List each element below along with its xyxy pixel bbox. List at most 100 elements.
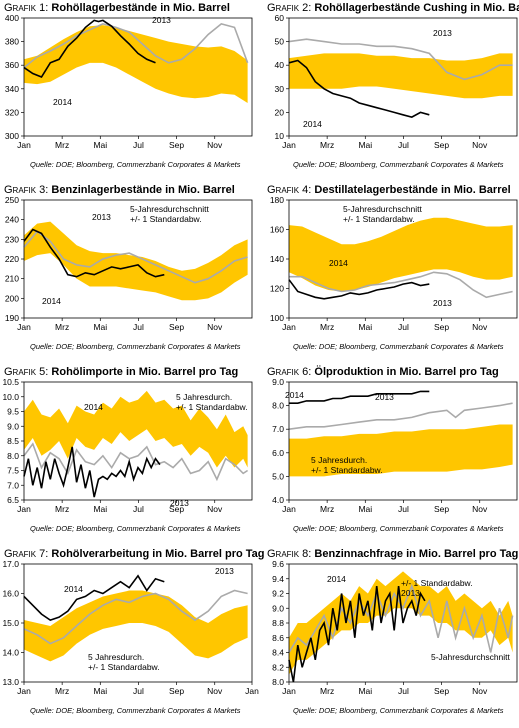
x-tick-label: Jan: [282, 686, 296, 696]
y-tick-label: 8.8: [272, 618, 284, 628]
y-tick-label: 380: [5, 37, 19, 47]
x-tick-label: Nov: [472, 140, 488, 150]
annotation-label: 2013: [92, 212, 111, 222]
chart-title: Grafik 7: Rohölverarbeitung in Mio. Barr…: [4, 548, 265, 560]
annotation-label: 2013: [433, 298, 452, 308]
x-tick-label: Sep: [169, 140, 184, 150]
y-tick-label: 8.5: [7, 436, 19, 446]
y-tick-label: 200: [5, 293, 19, 303]
chart-panel-3: Grafik 3: Benzinlagerbestände in Mio. Ba…: [0, 182, 256, 364]
x-tick-label: Nov: [207, 140, 223, 150]
annotation-label: 2013: [170, 498, 189, 508]
y-tick-label: 400: [5, 13, 19, 23]
plot-frame: [288, 17, 518, 137]
chart-title-text: Rohöllagerbestände Cushing in Mio. Barre…: [311, 2, 519, 14]
chart-title-text: Benzinlagerbestände in Mio. Barrel: [48, 184, 235, 196]
chart-title: Grafik 1: Rohöllagerbestände in Mio. Bar…: [4, 2, 230, 14]
x-tick-label: Jul: [133, 504, 144, 514]
x-tick-label: Jan: [17, 504, 31, 514]
y-tick-label: 9.4: [272, 574, 284, 584]
chart-title-text: Benzinnachfrage in Mio. Barrel pro Tag: [311, 548, 519, 560]
chart-panel-5: Grafik 5: Rohölimporte in Mio. Barrel pr…: [0, 364, 256, 546]
y-tick-label: 8.0: [272, 401, 284, 411]
x-tick-label: Nov: [472, 322, 488, 332]
series-line-2013: [288, 38, 513, 81]
x-tick-label: Sep: [434, 322, 449, 332]
annotation-label: 2014: [64, 584, 83, 594]
chart-panel-6: Grafik 6: Ölproduktion in Mio. Barrel pr…: [263, 364, 519, 546]
annotation-label: 2014: [53, 97, 72, 107]
y-tick-label: 5.0: [272, 471, 284, 481]
y-tick-label: 9.6: [272, 559, 284, 569]
annotation-label: 2014: [285, 390, 304, 400]
chart-title-text: Ölproduktion in Mio. Barrel pro Tag: [311, 366, 499, 378]
band-area: [289, 571, 513, 675]
band-area: [289, 217, 513, 292]
x-tick-label: Mai: [358, 140, 372, 150]
x-tick-label: Mai: [358, 322, 372, 332]
y-tick-label: 9.0: [272, 377, 284, 387]
x-tick-label: Jul: [398, 322, 409, 332]
chart-title: Grafik 6: Ölproduktion in Mio. Barrel pr…: [267, 366, 499, 378]
chart-svg: 13.0 14.0 15.0 16.0 17.0 Jan Mrz Mai Jul Sep Nov Ja…: [2, 559, 259, 696]
annotation-label: 2013: [152, 15, 171, 25]
y-tick-label: 8.0: [272, 677, 284, 687]
y-tick-label: 14.0: [2, 648, 19, 658]
chart-title-prefix: Grafik 3:: [4, 184, 49, 196]
x-tick-label: Jan: [17, 686, 31, 696]
x-tick-label: Mai: [358, 686, 372, 696]
chart-title-prefix: Grafik 7:: [4, 548, 49, 560]
y-tick-label: 250: [5, 195, 19, 205]
series-line-2014: [288, 59, 430, 118]
band-area: [24, 590, 248, 662]
y-tick-label: 16.0: [2, 589, 19, 599]
chart-title-text: Rohölimporte in Mio. Barrel pro Tag: [48, 366, 239, 378]
x-tick-label: Nov: [207, 322, 223, 332]
chart-title: Grafik 3: Benzinlagerbestände in Mio. Ba…: [4, 184, 235, 196]
y-tick-label: 6.0: [272, 448, 284, 458]
x-tick-label: Mrz: [320, 504, 334, 514]
y-tick-label: 8.2: [272, 662, 284, 672]
x-tick-label: Mrz: [55, 322, 69, 332]
chart-title-prefix: Grafik 1:: [4, 2, 49, 14]
chart-svg: 6.5 7.0 7.5 8.0 8.5 9.0 9.5 10.0 10.5 Jan Mrz Mai Ju…: [2, 377, 253, 514]
series-line-2014: [23, 574, 165, 621]
y-tick-label: 9.0: [272, 603, 284, 613]
chart-title-prefix: Grafik 2:: [267, 2, 312, 14]
y-tick-label: 360: [5, 60, 19, 70]
series-line-2013: [23, 442, 249, 482]
chart-panel-4: Grafik 4: Destillatelagerbestände in Mio…: [263, 182, 519, 364]
x-tick-label: Nov: [472, 686, 488, 696]
series-line-2014: [23, 446, 161, 498]
chart-svg: 190 200 210 220 230 240 250 Jan Mrz Mai Jul Sep Nov 2…: [5, 195, 253, 332]
x-tick-label: Jan: [17, 322, 31, 332]
y-tick-label: 50: [275, 37, 285, 47]
y-tick-label: 40: [275, 60, 285, 70]
y-tick-label: 17.0: [2, 559, 19, 569]
plot-frame: [23, 17, 253, 137]
x-tick-label: Jul: [398, 140, 409, 150]
x-tick-label: Sep: [434, 686, 449, 696]
y-tick-label: 20: [275, 107, 285, 117]
series-line-2014: [289, 390, 430, 404]
x-tick-label: Mrz: [320, 140, 334, 150]
x-tick-label: Jan: [282, 504, 296, 514]
y-tick-label: 120: [270, 284, 284, 294]
x-tick-label: Mai: [93, 504, 107, 514]
x-tick-label: Jul: [133, 140, 144, 150]
plot-frame: [288, 381, 518, 501]
x-tick-label: Mrz: [55, 140, 69, 150]
y-tick-label: 9.0: [7, 421, 19, 431]
series-line-2013: [23, 23, 249, 69]
y-tick-label: 30: [275, 84, 285, 94]
y-tick-label: 160: [270, 225, 284, 235]
chart-source: Quelle: DOE; Bloomberg, Commerzbank Corp…: [293, 706, 504, 715]
x-tick-label: Jan: [282, 140, 296, 150]
y-tick-label: 7.0: [7, 480, 19, 490]
y-tick-label: 8.6: [272, 633, 284, 643]
annotation-label: 5 Jahresdurch.: [311, 455, 367, 465]
x-tick-label: Sep: [169, 686, 184, 696]
x-tick-label: Mrz: [55, 686, 69, 696]
series-line-2014: [23, 19, 156, 78]
